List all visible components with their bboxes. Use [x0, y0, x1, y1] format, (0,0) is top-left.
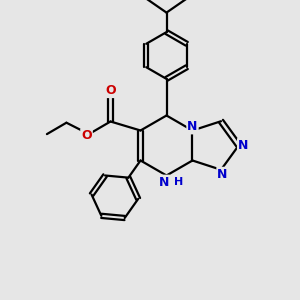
- Text: O: O: [81, 129, 92, 142]
- Text: N: N: [217, 168, 228, 181]
- Text: H: H: [175, 177, 184, 187]
- Text: N: N: [238, 139, 248, 152]
- Text: O: O: [105, 84, 116, 97]
- Text: N: N: [159, 176, 169, 189]
- Text: N: N: [187, 120, 198, 134]
